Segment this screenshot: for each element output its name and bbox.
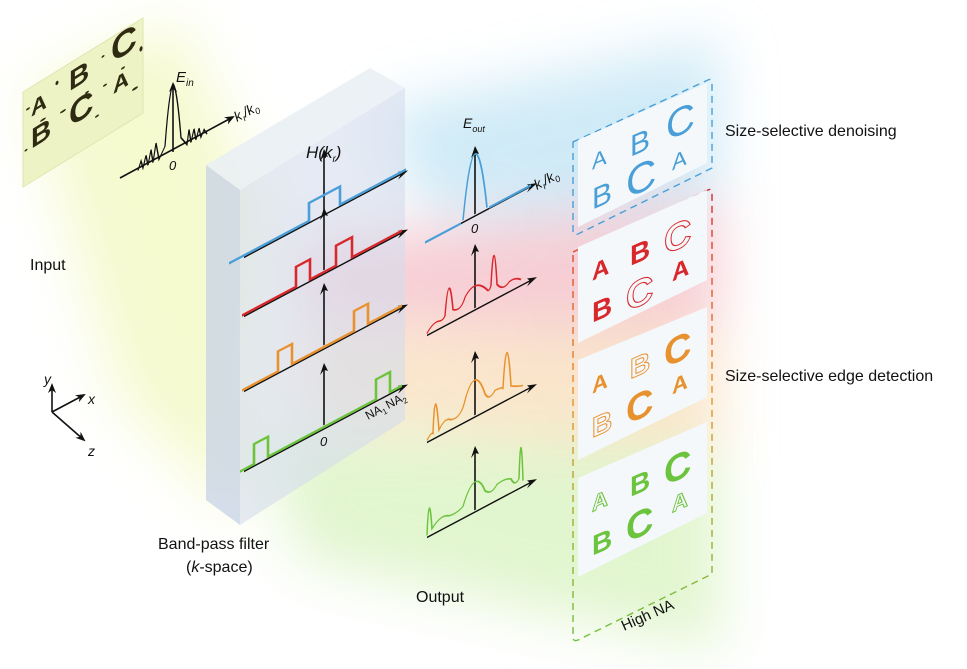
edge-detection-dashed-box: [572, 188, 713, 642]
filter-kspace-label: (k-space): [186, 559, 253, 576]
filter-row-orange: [242, 283, 408, 393]
svg-text:A: A: [672, 253, 689, 287]
input-letter-a: A: [31, 88, 47, 123]
h-kr-label: H(kr): [306, 143, 341, 165]
e-out-label: Eout: [463, 115, 485, 134]
output-plot-green: [426, 446, 537, 539]
svg-text:A: A: [592, 367, 608, 399]
svg-text:A: A: [672, 367, 688, 399]
output-label: Output: [416, 589, 465, 606]
input-letter-b2: B: [31, 112, 51, 156]
denoising-dashed-box: [572, 78, 713, 236]
svg-text:B: B: [592, 522, 612, 562]
filter-responses: H(kr) 0 NA1NA2: [229, 143, 410, 473]
svg-text:A: A: [592, 143, 607, 175]
svg-text:A: A: [672, 144, 687, 176]
svg-text:A: A: [592, 252, 609, 286]
filter-block: [206, 68, 405, 525]
filter-row-green: [240, 363, 408, 473]
axis-x-label: x: [87, 391, 96, 407]
svg-text:B: B: [630, 232, 650, 272]
svg-text:B: B: [592, 404, 612, 444]
svg-text:B: B: [630, 463, 650, 503]
output-plot-red: [426, 244, 537, 337]
edge-detection-label: Size-selective edge detection: [725, 368, 933, 385]
input-label: Input: [30, 257, 66, 274]
svg-text:A: A: [672, 485, 688, 517]
svg-text:B: B: [630, 122, 650, 164]
input-spectrum-plot: Ein kr/k0 0: [119, 69, 262, 179]
svg-text:B: B: [592, 289, 612, 329]
input-k-axis-label: kr/k0: [231, 98, 262, 126]
output-plot-orange: [426, 351, 537, 444]
output-plot-blue: [425, 146, 537, 244]
input-image-panel: A B C B C A: [22, 15, 144, 188]
svg-text:B: B: [630, 345, 650, 385]
input-letter-b: B: [69, 54, 89, 98]
axis-y-label: y: [43, 371, 52, 387]
filter-row-red: [242, 208, 408, 318]
svg-text:A: A: [592, 485, 608, 517]
output-zero-label: 0: [471, 221, 479, 236]
e-in-label: Ein: [176, 69, 194, 89]
axis-z-label: z: [87, 443, 95, 459]
svg-text:B: B: [592, 174, 612, 216]
panel-green: A B C B C A: [578, 422, 707, 577]
panel-orange: A B C B C A: [578, 307, 707, 460]
filter-label: Band-pass filter: [158, 536, 270, 553]
input-noise-dots: [24, 46, 143, 152]
coordinate-axes-icon: y x z: [43, 371, 96, 459]
na-labels: NA1NA2: [363, 389, 410, 424]
input-letter-a2: A: [113, 65, 129, 100]
input-zero-label: 0: [169, 158, 177, 173]
denoising-label: Size-selective denoising: [725, 123, 897, 140]
filter-zero-label: 0: [320, 434, 328, 449]
